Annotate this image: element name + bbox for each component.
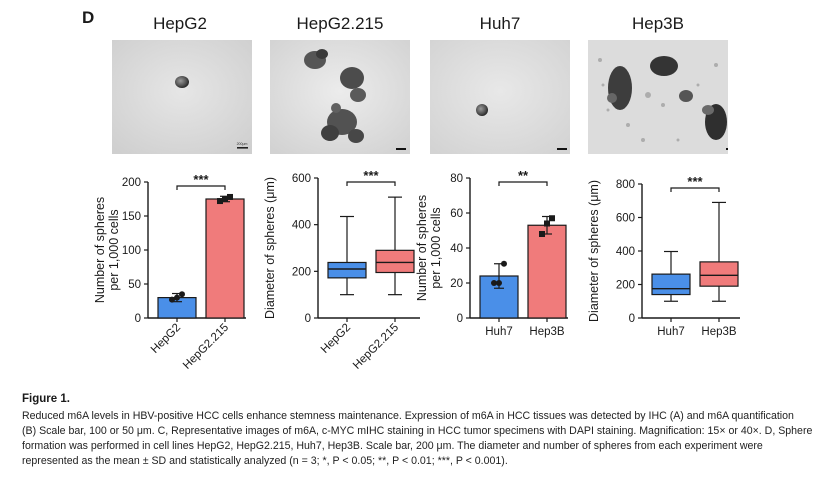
cell-title-huh7: Huh7 bbox=[479, 14, 521, 33]
y-axis-label: Diameter of spheres (μm) bbox=[587, 180, 601, 322]
bar bbox=[205, 198, 245, 319]
micrograph-hepg2: 200μm bbox=[112, 40, 252, 154]
data-point bbox=[222, 196, 228, 202]
data-point bbox=[539, 231, 545, 237]
cell-title-hepg2-215: HepG2.215 bbox=[296, 14, 384, 33]
y-tick-label: 800 bbox=[616, 179, 635, 191]
box bbox=[651, 273, 691, 296]
significance-label: *** bbox=[687, 174, 703, 189]
data-point bbox=[496, 280, 502, 286]
data-point bbox=[179, 291, 185, 298]
y-tick-label: 0 bbox=[629, 313, 635, 325]
y-tick-label: 600 bbox=[616, 213, 635, 225]
y-axis-label: Number of spheres bbox=[93, 197, 107, 303]
data-point bbox=[169, 296, 175, 303]
chart-hepg2-diameter: 0 200 400 600 Diameter of spheres (μm) HepG2H… bbox=[263, 168, 420, 372]
significance-bracket bbox=[498, 181, 548, 186]
chart-hepg2-spheres: 0 50 100 150 200 Number of spheres per 1,000 c… bbox=[93, 172, 246, 372]
y-axis-label: per 1,000 cells bbox=[429, 207, 443, 288]
sphere-cluster bbox=[304, 49, 366, 143]
y-tick-label: 40 bbox=[450, 243, 463, 255]
significance-label: ** bbox=[518, 168, 529, 183]
significance-bracket bbox=[346, 181, 396, 186]
significance-label: *** bbox=[193, 172, 209, 187]
box bbox=[375, 249, 415, 274]
y-tick-label: 200 bbox=[122, 177, 141, 189]
panel-label: D bbox=[82, 8, 95, 27]
y-tick-label: 400 bbox=[292, 220, 311, 232]
y-axis-label: per 1,000 cells bbox=[107, 209, 121, 290]
micrograph-huh7 bbox=[430, 40, 570, 154]
chart-huh7-spheres: 0 20 40 60 80 Number of spheres per 1,000 cell… bbox=[415, 168, 568, 338]
y-tick-label: 150 bbox=[122, 211, 141, 223]
data-point bbox=[227, 193, 233, 200]
y-tick-label: 80 bbox=[450, 173, 463, 185]
y-tick-label: 200 bbox=[616, 280, 635, 292]
y-tick-label: 0 bbox=[457, 313, 463, 325]
scale-bar bbox=[557, 148, 567, 150]
y-axis-label: Diameter of spheres (μm) bbox=[263, 177, 277, 319]
x-tick-label: HepG2 bbox=[149, 322, 183, 356]
significance-label: *** bbox=[363, 168, 379, 183]
x-tick-label: Huh7 bbox=[657, 326, 685, 338]
y-tick-label: 0 bbox=[305, 313, 311, 325]
sphere bbox=[476, 104, 488, 116]
svg-text:200μm: 200μm bbox=[237, 142, 248, 146]
data-point bbox=[501, 260, 507, 267]
box bbox=[327, 261, 367, 279]
y-tick-label: 50 bbox=[128, 279, 141, 291]
caption-line-2: (B) Scale bar, 100 or 50 μm. C, Represen… bbox=[22, 425, 813, 437]
y-tick-label: 200 bbox=[292, 266, 311, 278]
x-tick-label: HepG2 bbox=[319, 322, 353, 356]
scale-bar bbox=[726, 148, 728, 150]
y-tick-label: 400 bbox=[616, 246, 635, 258]
bar bbox=[527, 224, 567, 319]
figure-title: Figure 1. bbox=[22, 393, 70, 405]
sphere-cluster bbox=[607, 56, 727, 140]
y-tick-label: 600 bbox=[292, 173, 311, 185]
y-tick-label: 20 bbox=[450, 278, 463, 290]
x-tick-label: Huh7 bbox=[485, 326, 513, 338]
sphere bbox=[175, 76, 189, 88]
y-axis-label: Number of spheres bbox=[415, 195, 429, 301]
x-tick-label: HepG2.215 bbox=[351, 322, 401, 372]
caption-line-1: Reduced m6A levels in HBV-positive HCC c… bbox=[22, 410, 794, 422]
x-tick-label: HepG2.215 bbox=[181, 322, 231, 372]
chart-huh7-diameter: 0 200 400 600 800 Diameter of spheres (μm) Huh… bbox=[587, 174, 740, 338]
data-point bbox=[491, 280, 497, 286]
significance-bracket bbox=[670, 187, 720, 192]
data-point bbox=[544, 220, 550, 227]
x-tick-label: Hep3B bbox=[701, 326, 736, 338]
significance-bracket bbox=[176, 185, 226, 190]
cell-title-hep3b: Hep3B bbox=[632, 14, 684, 33]
y-tick-label: 60 bbox=[450, 208, 463, 220]
scale-bar: 200μm bbox=[237, 142, 248, 149]
data-point bbox=[217, 198, 223, 205]
caption-line-3: formation was performed in cell lines He… bbox=[22, 440, 763, 452]
box bbox=[699, 261, 739, 287]
micrograph-hepg2-215 bbox=[270, 40, 410, 154]
scale-bar bbox=[396, 148, 406, 150]
data-point bbox=[174, 294, 180, 301]
caption-line-4: represented as the mean ± SD and statist… bbox=[22, 455, 508, 467]
micrograph-hep3b bbox=[588, 40, 728, 154]
y-tick-label: 100 bbox=[122, 245, 141, 257]
data-point bbox=[549, 215, 555, 222]
x-tick-label: Hep3B bbox=[529, 326, 564, 338]
cell-title-hepg2: HepG2 bbox=[153, 14, 207, 33]
y-tick-label: 0 bbox=[135, 313, 141, 325]
